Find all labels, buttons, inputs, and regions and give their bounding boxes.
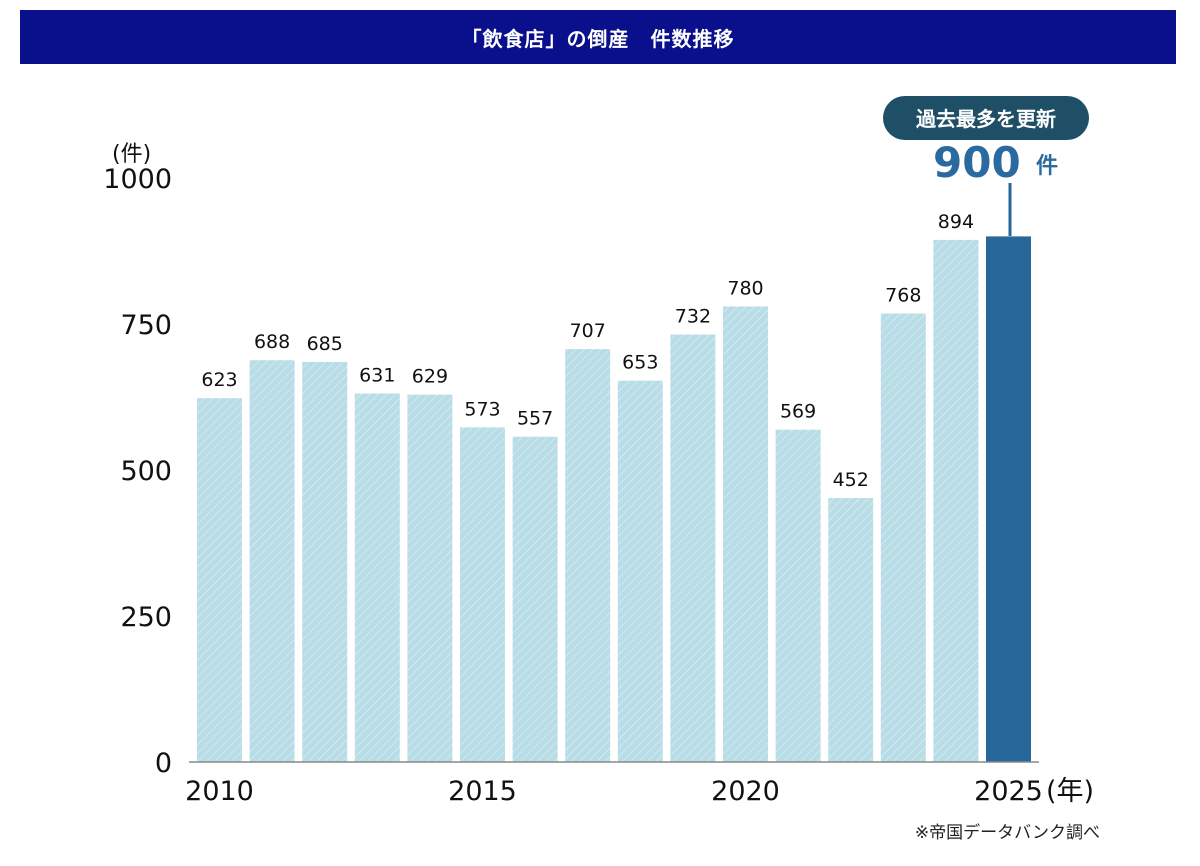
bar: [775, 429, 821, 762]
y-tick-label: 1000: [103, 164, 172, 195]
callout-value: 900: [933, 138, 1021, 187]
bar: [880, 313, 926, 762]
bar: [565, 349, 611, 762]
data-label: 768: [885, 284, 921, 306]
y-axis-unit-label: (件): [112, 142, 151, 167]
callout-unit: 件: [1036, 154, 1058, 179]
data-label: 573: [464, 398, 500, 420]
y-tick-label: 500: [120, 456, 172, 487]
data-label: 707: [570, 320, 606, 342]
callout-badge: [883, 96, 1089, 140]
bar: [407, 394, 453, 762]
y-tick-label: 250: [120, 602, 172, 633]
y-tick-label: 0: [155, 748, 172, 779]
chart-title-banner: 「飲食店」の倒産 件数推移: [20, 10, 1176, 64]
x-axis-ticks: 2010 2015 2020 2025: [185, 776, 1043, 807]
bar: [197, 398, 242, 762]
data-label: 557: [517, 408, 553, 430]
data-label: 732: [675, 306, 711, 328]
bars: [197, 236, 1031, 763]
bar: [302, 361, 348, 762]
x-tick-label: 2015: [448, 776, 517, 807]
data-label: 569: [780, 401, 816, 423]
data-labels: 623 688 685 631 629 573 557 707 653 732 780 569 452 7…: [201, 211, 974, 491]
bar: [828, 498, 874, 762]
data-label: 780: [727, 277, 763, 299]
y-axis-ticks: 0 250 500 750 1000: [103, 164, 172, 779]
y-tick-label: 750: [120, 310, 172, 341]
x-axis-unit-label: (年): [1046, 776, 1094, 807]
bar: [670, 334, 716, 762]
data-label: 452: [833, 469, 869, 491]
x-tick-label: 2020: [711, 776, 780, 807]
data-label: 894: [938, 211, 974, 233]
data-label: 653: [622, 352, 658, 374]
bar: [723, 306, 768, 762]
source-note: ※帝国データバンク調べ: [915, 822, 1100, 843]
bar: [460, 427, 505, 762]
data-label: 629: [412, 366, 448, 388]
data-label: 623: [201, 369, 237, 391]
data-label: 685: [307, 333, 343, 355]
callout-badge-text: 過去最多を更新: [916, 107, 1056, 131]
bar: [249, 360, 295, 762]
record-callout: 過去最多を更新 900 件: [883, 96, 1089, 236]
bar: [512, 436, 558, 762]
bar: [617, 380, 663, 762]
x-tick-label: 2025: [974, 776, 1043, 807]
data-label: 631: [359, 364, 395, 386]
bar: [933, 239, 979, 763]
bar: [354, 393, 400, 762]
data-label: 688: [254, 331, 290, 353]
bar-highlight: [986, 236, 1031, 762]
chart-title: 「飲食店」の倒産 件数推移: [461, 26, 735, 51]
x-tick-label: 2010: [185, 776, 254, 807]
